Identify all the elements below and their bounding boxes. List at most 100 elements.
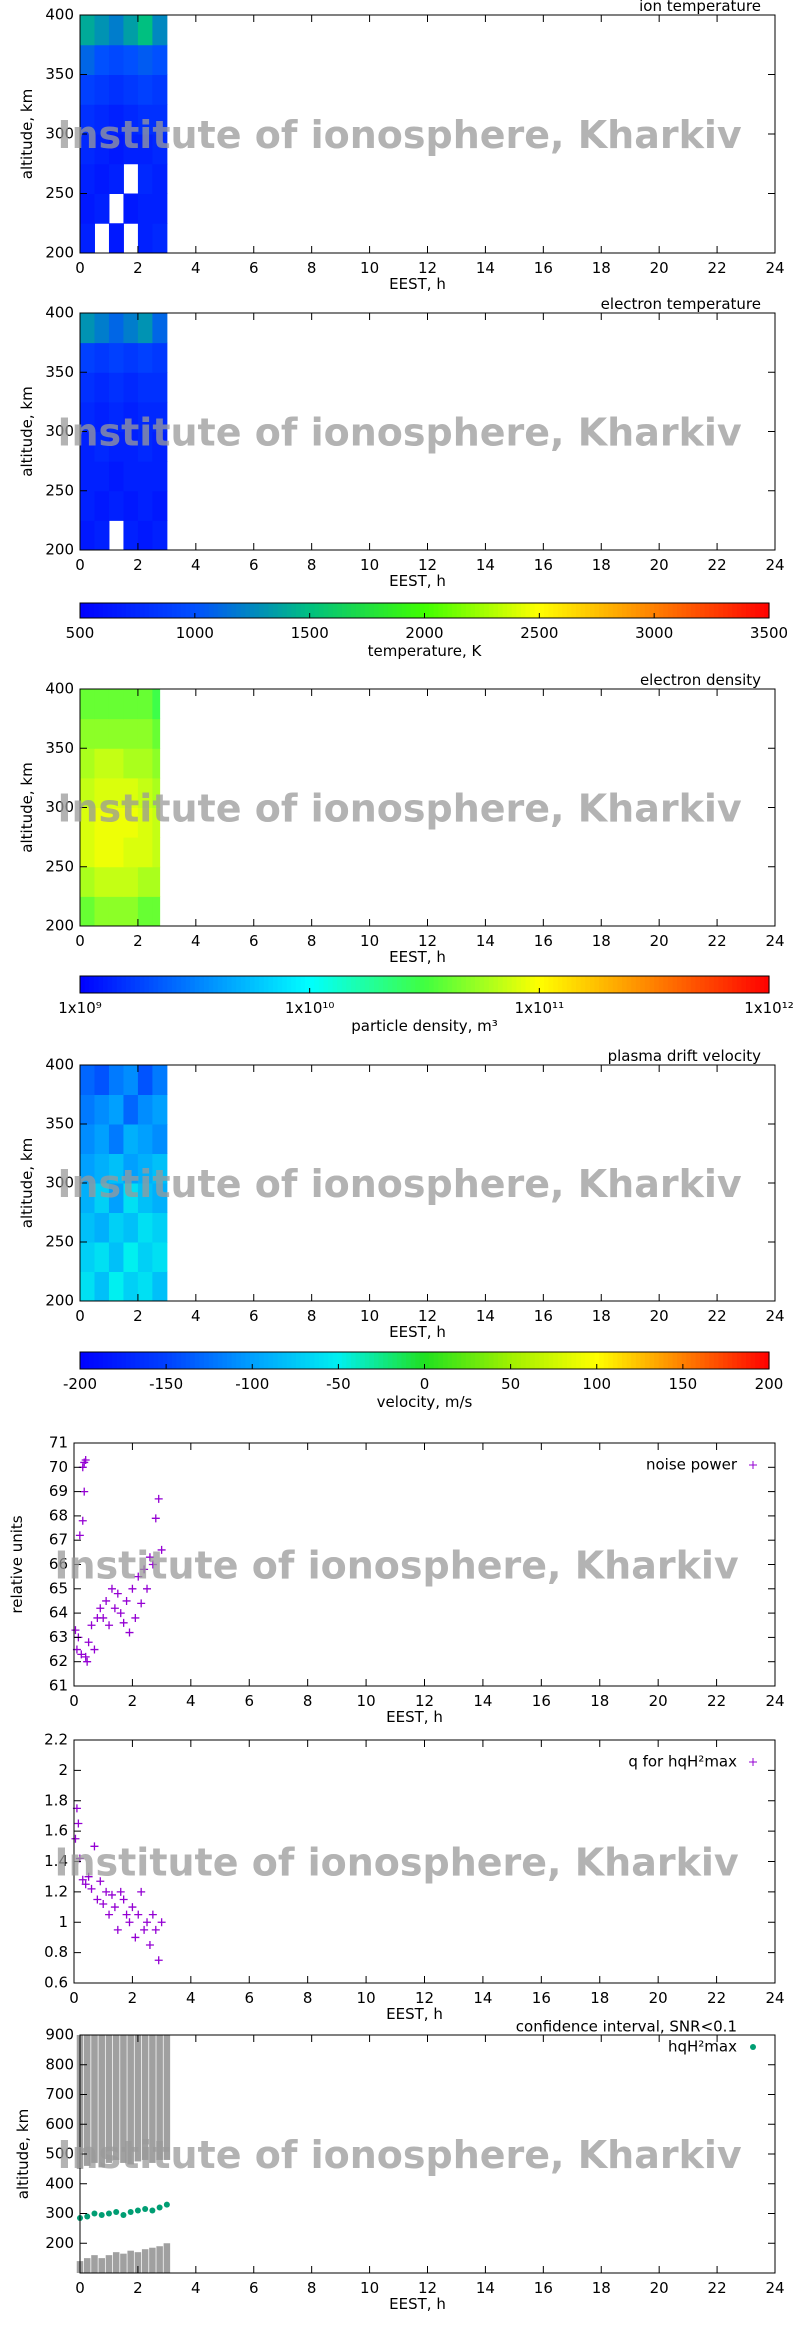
heatmap-cell <box>152 461 168 492</box>
colorbar-step <box>351 603 357 618</box>
heatmap-cell <box>80 372 95 403</box>
y-tick-label: 67 <box>49 1531 68 1549</box>
colorbar-step <box>355 1352 361 1369</box>
heatmap-cell <box>123 1153 139 1184</box>
colorbar-tick-label: 1x10¹² <box>744 999 794 1017</box>
colorbar-step <box>346 1352 352 1369</box>
colorbar-step <box>599 976 605 993</box>
colorbar-step <box>314 603 320 618</box>
colorbar-step <box>672 1352 678 1369</box>
y-tick-label: 0.6 <box>44 1974 68 1992</box>
colorbar-step <box>396 1352 403 1369</box>
chart-title: electron density <box>640 671 761 689</box>
heatmap-cell <box>80 461 95 492</box>
colorbar-step <box>194 1352 201 1369</box>
colorbar-step <box>259 603 265 618</box>
scatter-point <box>99 1613 108 1622</box>
colorbar-step <box>231 976 237 993</box>
x-tick-label: 0 <box>75 1307 85 1325</box>
colorbar-tick-label: 1500 <box>291 624 329 642</box>
scatter-point <box>83 1657 92 1666</box>
colorbar-step <box>585 1352 591 1369</box>
scatter-point <box>120 2211 127 2218</box>
heatmap-cell <box>94 689 110 720</box>
colorbar-step <box>254 976 260 993</box>
heatmap-cell <box>123 748 139 779</box>
heatmap-cell <box>80 866 95 897</box>
colorbar-step <box>576 976 582 993</box>
heatmap-cell <box>108 401 124 432</box>
x-tick-label: 20 <box>649 1989 668 2007</box>
colorbar-step <box>690 603 697 618</box>
heatmap-cell <box>94 372 110 403</box>
range-bar <box>112 2252 120 2273</box>
x-tick-label: 18 <box>592 556 611 574</box>
colorbar-step <box>305 603 311 618</box>
colorbar-step <box>644 603 651 618</box>
x-tick-label: 4 <box>191 932 201 950</box>
y-tick-label: 400 <box>45 680 74 698</box>
colorbar-step <box>663 976 669 993</box>
heatmap-cell <box>108 15 124 46</box>
colorbar-step <box>497 976 504 993</box>
colorbar-step <box>700 976 706 993</box>
colorbar-step <box>286 1352 292 1369</box>
colorbar-step <box>442 603 449 618</box>
watermark: Institute of ionosphere, Kharkiv <box>57 1162 742 1206</box>
colorbar-step <box>589 1352 596 1369</box>
scatter-point <box>87 1884 96 1893</box>
heatmap-cell <box>137 490 153 521</box>
heatmap-cell <box>108 1124 124 1154</box>
scatter-point <box>119 1895 128 1904</box>
heatmap-cell <box>94 1153 110 1184</box>
heatmap-cell <box>108 1242 124 1272</box>
heatmap-cell <box>108 866 124 897</box>
x-tick-label: 10 <box>357 1989 376 2007</box>
colorbar-step <box>736 976 743 993</box>
scatter-point <box>125 1918 134 1927</box>
panel: 0 2 4 6 8 10 12 14 16 18 20 22 24200250300350400EEST… <box>18 671 794 1035</box>
colorbar-label: velocity, m/s <box>377 1393 473 1411</box>
colorbar-step <box>452 976 458 993</box>
heatmap-cell <box>123 44 139 75</box>
y-tick-label: 200 <box>45 917 74 935</box>
colorbar-step <box>213 603 219 618</box>
heatmap-cell <box>94 104 110 135</box>
colorbar-step <box>98 976 104 993</box>
scatter-point <box>145 1941 154 1950</box>
heatmap-cell <box>123 1094 139 1125</box>
y-tick-label: 70 <box>49 1458 68 1476</box>
colorbar-step <box>346 976 352 993</box>
chart-title: plasma drift velocity <box>608 1047 762 1065</box>
colorbar-step <box>419 603 426 618</box>
x-tick-label: 0 <box>75 932 85 950</box>
heatmap-cell <box>80 193 95 224</box>
colorbar-step <box>475 976 481 993</box>
range-bar <box>163 2035 171 2160</box>
heatmap-cell <box>80 1124 95 1154</box>
colorbar-step <box>185 603 191 618</box>
scatter-point <box>134 1910 143 1919</box>
x-tick-label: 2 <box>133 932 143 950</box>
heatmap-cell <box>152 1183 168 1213</box>
heatmap-cell <box>123 104 139 135</box>
y-tick-label: 64 <box>49 1604 68 1622</box>
colorbar-step <box>566 1352 573 1369</box>
scatter-point <box>113 1589 122 1598</box>
scatter-point <box>96 1604 105 1613</box>
colorbar-step <box>534 603 540 618</box>
colorbar-step <box>520 976 527 993</box>
watermark: Institute of ionosphere, Kharkiv <box>57 113 742 157</box>
colorbar-step <box>677 603 683 618</box>
colorbar-step <box>190 1352 196 1369</box>
heatmap-cell <box>80 15 95 46</box>
scatter-point <box>157 1545 166 1554</box>
heatmap-cell <box>123 1183 139 1213</box>
colorbar-step <box>442 976 449 993</box>
colorbar-step <box>695 1352 701 1369</box>
colorbar-step <box>392 976 398 993</box>
legend-swatch <box>749 1461 757 1469</box>
heatmap-cell <box>152 1124 168 1154</box>
colorbar-step <box>259 1352 265 1369</box>
